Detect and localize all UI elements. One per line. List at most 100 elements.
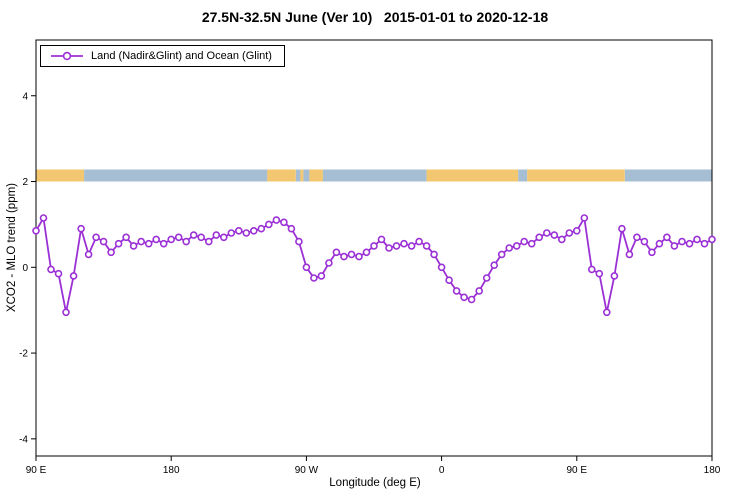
- data-point: [678, 237, 686, 246]
- data-point: [602, 308, 611, 317]
- surface-segment-land: [300, 169, 304, 182]
- data-point: [663, 233, 671, 242]
- data-point: [77, 224, 85, 233]
- data-point: [580, 214, 589, 222]
- data-point: [572, 227, 581, 235]
- data-point: [310, 274, 318, 282]
- data-point: [550, 231, 559, 239]
- data-point: [250, 227, 258, 235]
- data-point: [527, 239, 536, 248]
- data-point: [182, 237, 190, 246]
- x-axis-ticks: 90 E 180 90 W 0 90 E 180: [26, 456, 721, 476]
- surface-segment-land: [527, 169, 625, 182]
- series-line: [35, 217, 713, 314]
- chart-title: 27.5N-32.5N June (Ver 10) 2015-01-01 to …: [201, 9, 549, 25]
- data-point: [32, 227, 40, 235]
- y-tick-label: -4: [19, 434, 28, 445]
- data-point: [640, 237, 649, 246]
- data-point: [542, 229, 551, 237]
- x-tick-label: 0: [439, 465, 445, 476]
- data-point: [144, 239, 153, 248]
- data-point: [159, 239, 168, 248]
- y-tick-label: -2: [19, 349, 28, 360]
- data-point: [264, 220, 273, 229]
- data-point: [362, 248, 371, 257]
- data-point: [618, 224, 626, 233]
- data-point: [302, 263, 311, 272]
- y-tick-label: 4: [22, 91, 28, 102]
- data-point: [648, 248, 656, 257]
- data-point: [467, 295, 476, 304]
- data-point: [325, 259, 333, 267]
- data-point: [242, 229, 251, 237]
- data-point: [62, 308, 70, 317]
- data-point: [460, 293, 468, 302]
- data-point: [197, 233, 205, 242]
- data-point: [422, 242, 431, 250]
- data-point: [535, 233, 544, 242]
- data-point: [272, 216, 281, 224]
- data-point: [174, 233, 183, 242]
- data-point: [295, 237, 303, 246]
- data-point: [189, 231, 198, 239]
- data-point: [587, 265, 596, 274]
- land-ocean-band: [36, 169, 712, 182]
- data-point: [129, 242, 138, 250]
- data-point: [317, 272, 326, 280]
- data-point: [482, 274, 491, 282]
- data-point: [370, 242, 378, 250]
- data-point: [407, 242, 416, 250]
- data-point: [167, 235, 175, 244]
- data-point: [152, 235, 160, 244]
- data-point: [430, 250, 438, 259]
- data-point: [490, 261, 499, 270]
- x-tick-label: 90 E: [567, 465, 588, 476]
- data-point: [212, 231, 221, 239]
- data-point: [625, 250, 634, 259]
- x-tick-label: 90 E: [26, 465, 47, 476]
- data-point: [99, 237, 108, 246]
- data-point: [377, 235, 386, 244]
- data-point: [332, 248, 341, 257]
- x-axis-title: Longitude (deg E): [329, 477, 421, 489]
- legend: Land (Nadir&Glint) and Ocean (Glint): [40, 45, 285, 67]
- data-point: [400, 239, 408, 248]
- surface-segment-land: [309, 169, 323, 182]
- data-point: [205, 237, 213, 246]
- data-point: [415, 237, 423, 246]
- data-point: [385, 244, 393, 252]
- surface-segment-ocean: [518, 169, 528, 182]
- data-point: [114, 239, 123, 248]
- data-point: [520, 237, 529, 246]
- legend-line-marker-icon: [51, 51, 83, 61]
- data-point: [655, 239, 664, 248]
- x-tick-label: 180: [163, 465, 180, 476]
- data-point: [92, 233, 100, 242]
- surface-segment-ocean: [84, 169, 268, 182]
- data-point: [437, 263, 446, 272]
- surface-segment-ocean: [624, 169, 712, 182]
- data-point: [685, 239, 694, 248]
- data-point: [69, 272, 78, 280]
- data-point: [235, 227, 243, 235]
- y-tick-label: 0: [22, 263, 28, 274]
- data-point: [505, 244, 514, 252]
- data-point: [107, 248, 115, 257]
- y-tick-label: 2: [22, 177, 28, 188]
- x-tick-label: 90 W: [295, 465, 319, 476]
- surface-segment-land: [36, 169, 85, 182]
- data-point: [475, 287, 484, 295]
- data-point: [347, 250, 356, 259]
- data-point: [610, 272, 619, 280]
- data-point: [497, 250, 506, 259]
- surface-segment-ocean: [295, 169, 301, 182]
- data-point: [122, 233, 130, 242]
- surface-segment-ocean: [303, 169, 310, 182]
- data-point: [54, 269, 63, 278]
- data-point: [557, 235, 566, 244]
- data-point: [257, 224, 266, 233]
- data-point: [227, 229, 236, 237]
- data-point: [452, 287, 461, 295]
